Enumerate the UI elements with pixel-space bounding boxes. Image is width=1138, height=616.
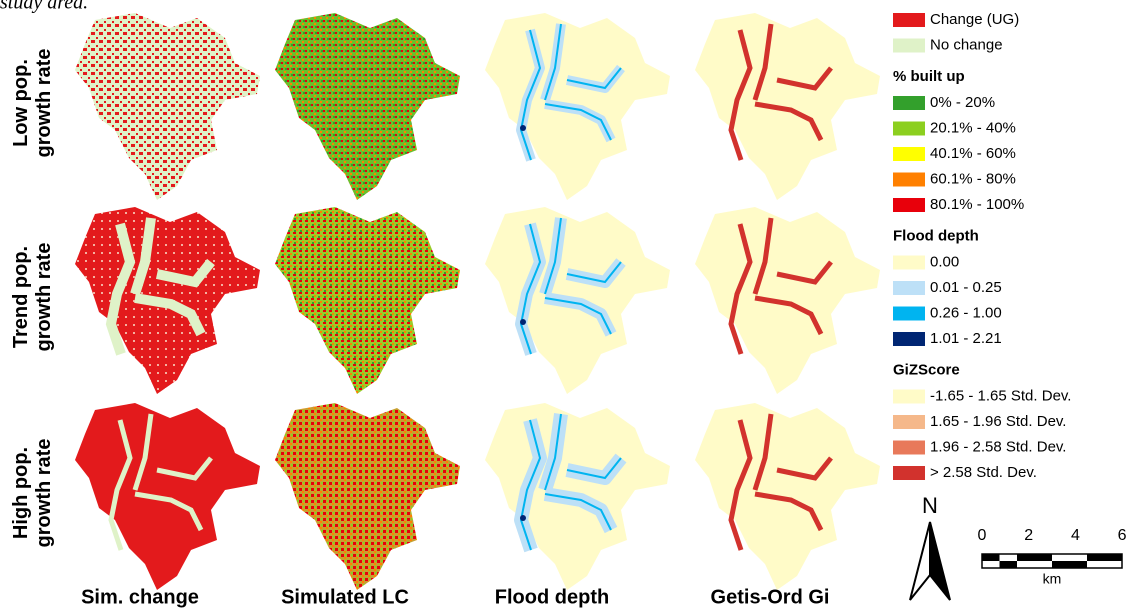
flood-deep xyxy=(520,125,526,131)
caption-fragment: study area. xyxy=(0,0,88,14)
legend-label: 0% - 20% xyxy=(930,94,995,111)
north-arrow: N xyxy=(910,493,950,600)
map-panel xyxy=(75,207,260,394)
legend-swatch xyxy=(893,466,925,480)
arrow-right xyxy=(930,522,950,600)
region-shape xyxy=(75,13,260,200)
legend-label: 1.65 - 1.96 Std. Dev. xyxy=(930,413,1066,430)
legend-swatch xyxy=(893,96,925,110)
legend-label: -1.65 - 1.65 Std. Dev. xyxy=(930,387,1071,404)
legend-label: 60.1% - 80% xyxy=(930,170,1016,187)
legend-swatch xyxy=(893,147,925,161)
map-panel xyxy=(485,13,670,200)
row-label-line: Low pop. xyxy=(10,59,32,147)
legend: Change (UG) No change % built up 0% - 20% 20… xyxy=(893,11,1071,481)
legend-swatch xyxy=(893,281,925,295)
legend-swatch xyxy=(893,256,925,270)
scale-segment xyxy=(1052,561,1087,568)
legend-label: 0.00 xyxy=(930,253,959,270)
map-panel xyxy=(695,207,880,394)
scale-segment xyxy=(1087,554,1122,561)
legend-label: 80.1% - 100% xyxy=(930,196,1024,213)
row-label-line: Trend pop. xyxy=(10,246,32,348)
map-panel xyxy=(275,13,460,200)
legend-label: 20.1% - 40% xyxy=(930,119,1016,136)
row-label-line: growth rate xyxy=(33,49,55,158)
row-label: High pop.growth rate xyxy=(10,439,55,548)
scale-tick-label: 4 xyxy=(1071,527,1080,544)
scale-segment xyxy=(1000,561,1018,568)
row-label: Low pop.growth rate xyxy=(10,49,55,158)
legend-swatch xyxy=(893,122,925,136)
column-label: Flood depth xyxy=(495,586,609,608)
map-grid xyxy=(75,13,880,590)
region-shape xyxy=(695,13,880,200)
legend-swatch xyxy=(893,332,925,346)
region-shape xyxy=(75,403,260,590)
column-label: Sim. change xyxy=(81,586,199,608)
row-label-line: growth rate xyxy=(33,243,55,352)
legend-swatch xyxy=(893,415,925,429)
map-panel xyxy=(275,207,460,394)
legend-label: 1.01 - 2.21 xyxy=(930,330,1002,347)
row-label-line: growth rate xyxy=(33,439,55,548)
scale-unit: km xyxy=(1043,571,1062,587)
row-label-line: High pop. xyxy=(10,447,32,539)
legend-label: 1.96 - 2.58 Std. Dev. xyxy=(930,438,1066,455)
scale-tick-label: 2 xyxy=(1024,527,1033,544)
figure: study area. Change (UG) No change % built … xyxy=(0,0,1138,611)
legend-heading: Flood depth xyxy=(893,227,979,244)
map-panel xyxy=(75,403,260,590)
map-panel xyxy=(75,13,260,200)
legend-swatch xyxy=(893,390,925,404)
region-shape xyxy=(695,207,880,394)
column-label: Getis-Ord Gi xyxy=(711,586,830,608)
region-shape xyxy=(275,207,460,394)
legend-label: 40.1% - 60% xyxy=(930,145,1016,162)
legend-swatch xyxy=(893,39,925,53)
legend-swatch xyxy=(893,198,925,212)
legend-label: Change (UG) xyxy=(930,11,1019,28)
legend-label: 0.26 - 1.00 xyxy=(930,304,1002,321)
legend-swatch xyxy=(893,13,925,27)
scale-bar: 0 2 4 6 km xyxy=(978,527,1127,586)
legend-label: > 2.58 Std. Dev. xyxy=(930,464,1037,481)
flood-deep xyxy=(520,515,526,521)
map-panel xyxy=(275,403,460,590)
scale-tick-label: 0 xyxy=(978,527,987,544)
legend-swatch xyxy=(893,173,925,187)
row-label: Trend pop.growth rate xyxy=(10,243,55,352)
legend-swatch xyxy=(893,307,925,321)
map-panel xyxy=(485,207,670,394)
legend-swatch xyxy=(893,441,925,455)
region-shape xyxy=(275,13,460,200)
legend-label: No change xyxy=(930,36,1003,53)
flood-deep xyxy=(520,319,526,325)
map-panel xyxy=(485,403,670,590)
north-label: N xyxy=(922,493,938,518)
arrow-left xyxy=(910,522,930,600)
scale-tick-label: 6 xyxy=(1118,527,1127,544)
scale-segment xyxy=(982,554,1000,561)
region-shape xyxy=(275,403,460,590)
map-panel xyxy=(695,13,880,200)
region-shape xyxy=(695,403,880,590)
map-panel xyxy=(695,403,880,590)
legend-heading: GiZScore xyxy=(893,361,960,378)
scale-segment xyxy=(1017,554,1052,561)
legend-label: 0.01 - 0.25 xyxy=(930,279,1002,296)
legend-heading: % built up xyxy=(893,68,965,85)
column-label: Simulated LC xyxy=(281,586,409,608)
